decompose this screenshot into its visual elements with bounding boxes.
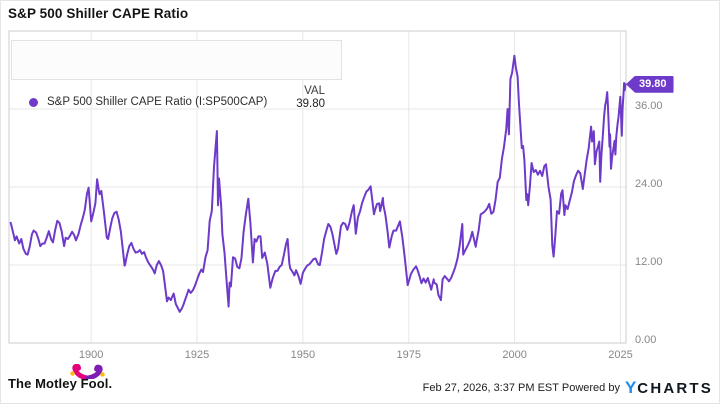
x-axis-label: 1925: [184, 349, 210, 361]
motley-fool-logo[interactable]: The Motley Fool.: [8, 363, 128, 395]
jester-cap-icon: [70, 364, 105, 379]
current-value-badge: 39.80: [626, 75, 674, 93]
x-axis-label: 1950: [290, 349, 316, 361]
chart-timestamp: Feb 27, 2026, 3:37 PM EST Powered by: [423, 382, 620, 394]
y-axis-label: 24.00: [635, 178, 663, 190]
ycharts-logo[interactable]: Y CHARTS: [625, 378, 713, 398]
x-axis-label: 1975: [396, 349, 421, 361]
y-axis-label: 12.00: [635, 256, 663, 268]
x-axis-label: 2025: [608, 349, 633, 361]
y-axis-label: 0.00: [635, 334, 657, 346]
chart-legend: S&P 500 Shiller CAPE Ratio (I:SP500CAP) …: [11, 40, 342, 110]
y-axis-label: 36.00: [635, 100, 663, 112]
powered-by-text: Powered by: [561, 382, 620, 394]
x-axis-label: 2000: [502, 349, 527, 361]
page-title: S&P 500 Shiller CAPE Ratio: [8, 6, 189, 21]
legend-val-header: VAL: [304, 85, 325, 97]
ycharts-y-mark: Y: [624, 378, 638, 397]
x-axis-label: 1900: [78, 349, 104, 361]
timestamp-text: Feb 27, 2026, 3:37 PM EST: [422, 382, 559, 394]
ycharts-wordmark: CHARTS: [637, 380, 713, 397]
series-color-dot-icon: [29, 98, 38, 107]
legend-current-value: 39.80: [296, 98, 325, 110]
motley-fool-wordmark: The Motley Fool.: [8, 376, 113, 391]
series-label: S&P 500 Shiller CAPE Ratio (I:SP500CAP): [47, 96, 268, 108]
